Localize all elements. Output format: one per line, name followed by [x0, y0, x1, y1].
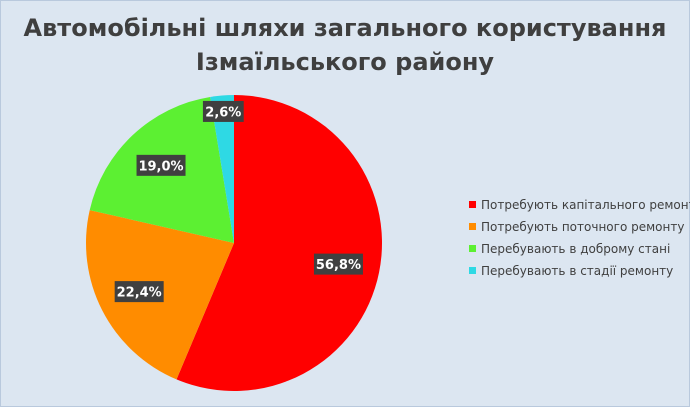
- legend-label-current-repair: Потребують поточного ремонту: [481, 220, 685, 234]
- legend-item-good-condition: Перебувають в доброму стані: [469, 241, 684, 263]
- data-label-text: 19,0%: [138, 159, 183, 174]
- legend-swatch-current-repair: [469, 223, 476, 230]
- data-label-good-condition: 19,0%: [136, 154, 186, 176]
- data-label-box: [114, 281, 164, 303]
- legend-label-under-repair: Перебувають в стадії ремонту: [481, 264, 674, 278]
- chart-title-line-1: Автомобільні шляхи загального користуван…: [23, 14, 667, 42]
- data-label-box: [313, 253, 363, 275]
- pie-slice-under-repair: [210, 95, 234, 243]
- data-label-text: 22,4%: [117, 286, 162, 301]
- pie-slice-capital-repair: [176, 95, 382, 391]
- data-label-current-repair: 22,4%: [114, 281, 164, 303]
- legend-item-capital-repair: Потребують капітального ремонту: [469, 197, 690, 219]
- legend-swatch-good-condition: [469, 245, 476, 252]
- legend-swatch-under-repair: [469, 267, 476, 274]
- data-label-text: 56,8%: [316, 258, 361, 273]
- legend: Потребують капітального ремонту Потребую…: [469, 197, 690, 285]
- chart-title: Автомобільні шляхи загального користуван…: [1, 11, 689, 79]
- legend-swatch-capital-repair: [469, 201, 476, 208]
- data-label-capital-repair: 56,8%: [313, 253, 363, 275]
- legend-item-current-repair: Потребують поточного ремонту: [469, 219, 684, 241]
- legend-label-capital-repair: Потребують капітального ремонту: [481, 198, 690, 212]
- data-label-under-repair: 2,6%: [202, 100, 244, 122]
- legend-item-under-repair: Перебувають в стадії ремонту: [469, 263, 684, 285]
- data-label-box: [202, 100, 244, 122]
- data-label-box: [136, 154, 186, 176]
- data-label-text: 2,6%: [205, 105, 241, 120]
- chart-title-line-2: Ізмаїльського району: [195, 48, 495, 76]
- legend-label-good-condition: Перебувають в доброму стані: [481, 242, 671, 256]
